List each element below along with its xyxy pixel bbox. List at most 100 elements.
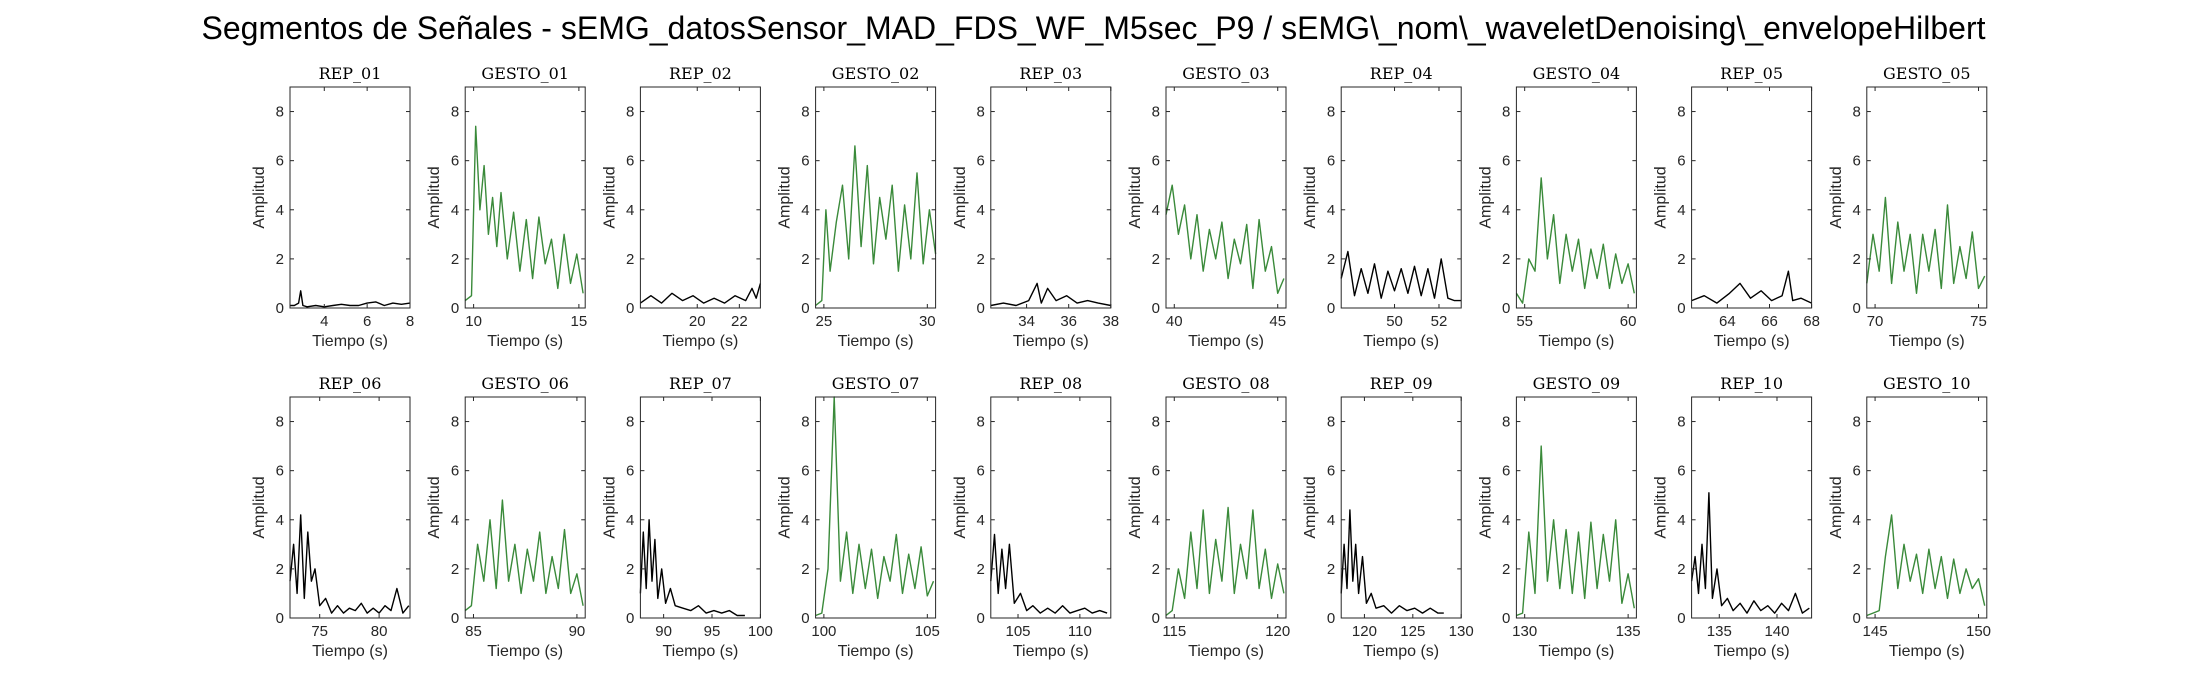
y-tick-label: 0	[1677, 610, 1685, 627]
y-tick-label: 2	[801, 251, 809, 268]
x-axis-label: Tiempo (s)	[662, 333, 738, 350]
y-tick-label: 2	[976, 251, 984, 268]
x-tick-label: 125	[1400, 623, 1425, 640]
axes-box	[1515, 396, 1637, 619]
y-tick-label: 6	[976, 463, 984, 480]
y-tick-label: 6	[451, 153, 459, 170]
y-tick-label: 8	[626, 414, 634, 431]
y-tick-label: 0	[1327, 300, 1335, 317]
y-axis-label: Amplitud	[1127, 476, 1144, 538]
x-axis-label: Tiempo (s)	[1538, 643, 1614, 660]
y-tick-label: 0	[1677, 300, 1685, 317]
y-tick-label: 4	[1502, 512, 1510, 529]
y-tick-label: 4	[451, 202, 459, 219]
y-axis-label: Amplitud	[426, 476, 443, 538]
y-tick-label: 4	[1327, 202, 1335, 219]
y-tick-label: 2	[1502, 561, 1510, 578]
subplot-rep-03: 0 2 4 6 8 34 36 38 REP_03 Tiempo (s) Amplitud	[952, 64, 1119, 350]
subplot-title: REP_05	[1720, 64, 1783, 83]
y-tick-label: 0	[801, 610, 809, 627]
axes-box	[464, 86, 586, 309]
subplot-gesto-09: 0 2 4 6 8 130 135 GESTO_09 Tiempo (s) Amplitud	[1477, 374, 1640, 660]
y-axis-label: Amplitud	[426, 166, 443, 228]
y-tick-label: 4	[801, 512, 809, 529]
axes-box	[639, 396, 761, 619]
y-tick-label: 6	[976, 153, 984, 170]
y-tick-label: 2	[626, 561, 634, 578]
x-tick-label: 25	[816, 313, 833, 330]
y-tick-label: 0	[976, 610, 984, 627]
y-tick-label: 2	[1677, 561, 1685, 578]
y-tick-label: 0	[626, 300, 634, 317]
axes-box	[1165, 86, 1287, 309]
y-tick-label: 0	[1152, 610, 1160, 627]
y-axis-label: Amplitud	[601, 166, 618, 228]
y-tick-label: 4	[626, 512, 634, 529]
x-tick-label: 100	[811, 623, 836, 640]
axes-box	[1691, 86, 1813, 309]
x-tick-label: 135	[1616, 623, 1641, 640]
y-tick-label: 8	[276, 414, 284, 431]
y-axis-label: Amplitud	[777, 166, 794, 228]
series-line	[1866, 196, 1986, 294]
y-tick-label: 2	[451, 251, 459, 268]
y-tick-label: 6	[451, 463, 459, 480]
subplot-title: GESTO_08	[1182, 374, 1270, 393]
x-tick-label: 66	[1761, 313, 1778, 330]
y-tick-label: 4	[1677, 202, 1685, 219]
y-tick-label: 0	[451, 300, 459, 317]
y-tick-label: 6	[626, 463, 634, 480]
x-tick-label: 120	[1265, 623, 1290, 640]
y-tick-label: 0	[1852, 300, 1860, 317]
y-tick-label: 2	[976, 561, 984, 578]
subplot-gesto-05: 0 2 4 6 8 70 75 GESTO_05 Tiempo (s) Amplitud	[1828, 64, 1988, 350]
subplot-rep-09: 0 2 4 6 8 120 125 130 REP_09 Tiempo (s) Amplitud	[1302, 374, 1474, 660]
series-line	[990, 533, 1108, 614]
y-tick-label: 8	[976, 104, 984, 121]
axes-box	[1165, 396, 1287, 619]
subplot-gesto-08: 0 2 4 6 8 115 120 GESTO_08 Tiempo (s) Amplitud	[1127, 374, 1290, 660]
series-line	[639, 283, 762, 304]
series-line	[815, 396, 935, 617]
y-tick-label: 8	[1852, 414, 1860, 431]
x-tick-label: 145	[1863, 623, 1888, 640]
subplot-title: GESTO_09	[1533, 374, 1621, 393]
subplot-title: GESTO_10	[1883, 374, 1971, 393]
x-tick-label: 8	[406, 313, 414, 330]
series-line	[1340, 250, 1462, 302]
y-tick-label: 4	[276, 512, 284, 529]
y-tick-label: 4	[1502, 202, 1510, 219]
axes-box	[1340, 396, 1462, 619]
y-axis-label: Amplitud	[1302, 476, 1319, 538]
x-axis-label: Tiempo (s)	[1188, 333, 1264, 350]
y-tick-label: 8	[276, 104, 284, 121]
x-tick-label: 130	[1449, 623, 1474, 640]
x-tick-label: 40	[1166, 313, 1183, 330]
y-tick-label: 6	[1502, 153, 1510, 170]
y-tick-label: 2	[626, 251, 634, 268]
y-tick-label: 8	[801, 414, 809, 431]
x-tick-label: 55	[1516, 313, 1533, 330]
y-axis-label: Amplitud	[251, 476, 268, 538]
subplot-rep-10: 0 2 4 6 8 135 140 REP_10 Tiempo (s) Amplitud	[1653, 374, 1813, 660]
y-tick-label: 6	[1152, 463, 1160, 480]
series-line	[1516, 445, 1635, 617]
axes-box	[289, 396, 411, 619]
axes-box	[1515, 86, 1637, 309]
y-tick-label: 2	[1677, 251, 1685, 268]
y-tick-label: 6	[1852, 463, 1860, 480]
subplot-gesto-01: 0 2 4 6 8 10 15 GESTO_01 Tiempo (s) Amplitud	[426, 64, 587, 350]
y-axis-label: Amplitud	[1302, 166, 1319, 228]
axes-box	[815, 396, 937, 619]
y-tick-label: 6	[801, 153, 809, 170]
x-axis-label: Tiempo (s)	[838, 333, 914, 350]
x-tick-label: 105	[1006, 623, 1031, 640]
series-line	[290, 290, 411, 308]
axes-box	[1866, 86, 1988, 309]
figure-title: Segmentos de Señales - sEMG_datosSensor_…	[201, 10, 1986, 46]
y-tick-label: 8	[1327, 104, 1335, 121]
y-tick-label: 0	[1502, 300, 1510, 317]
subplot-gesto-06: 0 2 4 6 8 85 90 GESTO_06 Tiempo (s) Amplitud	[426, 374, 586, 660]
y-tick-label: 6	[1152, 153, 1160, 170]
